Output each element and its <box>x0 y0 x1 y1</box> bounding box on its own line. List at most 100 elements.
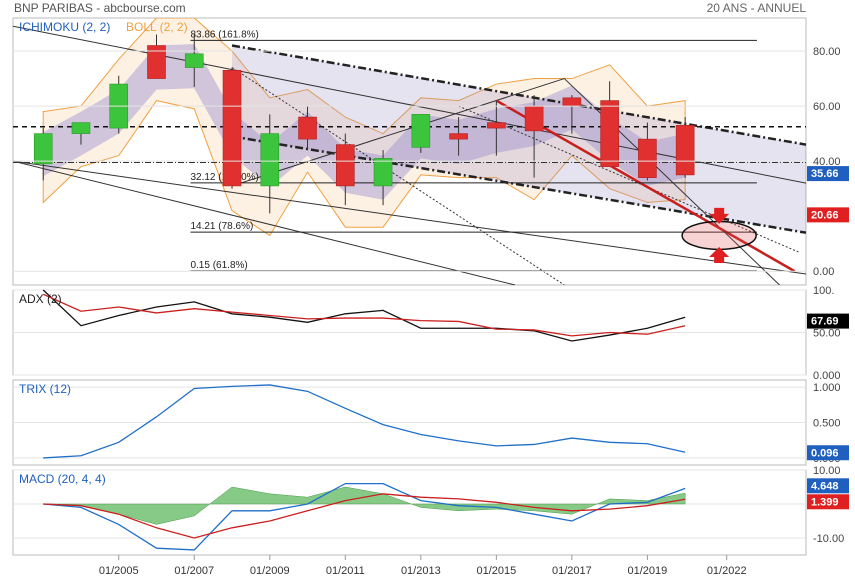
series-line-0 <box>43 482 686 551</box>
up-arrow-icon <box>709 246 730 263</box>
candle <box>184 34 204 87</box>
trend-line <box>13 160 516 285</box>
candle <box>524 95 544 178</box>
x-tick-label: 01/2019 <box>628 565 668 577</box>
candle-body <box>260 133 280 187</box>
x-tick-label: 01/2013 <box>401 565 441 577</box>
candle-body <box>411 114 431 148</box>
price-tag-box <box>807 478 849 494</box>
x-tick-label: 01/2007 <box>174 565 214 577</box>
series-line-0 <box>42 289 686 342</box>
red-trend-line <box>495 99 796 273</box>
channel-top-line <box>231 44 806 146</box>
candle <box>260 114 280 214</box>
panel-title-bollinger: BOLL (2, 2) <box>126 20 188 34</box>
price-tag-box <box>807 313 849 329</box>
candle-body <box>222 69 242 187</box>
candle-body <box>373 158 393 187</box>
price-tag: 67.69 <box>807 313 849 329</box>
candle-body <box>71 122 91 134</box>
x-tick-label: 01/2015 <box>476 565 516 577</box>
candle <box>638 122 657 181</box>
candle-body <box>184 53 204 68</box>
fib-level-label: 0.15 (61.8%) <box>190 260 247 271</box>
candle-body <box>33 133 53 165</box>
fib-level-label: 83.86 (161.8%) <box>190 29 258 40</box>
candle-body <box>147 45 166 79</box>
candle <box>373 150 393 206</box>
trend-line <box>231 78 565 187</box>
y-tick-label: -10.00 <box>813 533 844 545</box>
price-tag-value: 4.648 <box>811 480 839 492</box>
trend-line <box>13 160 806 275</box>
ichimoku-cloud <box>43 44 686 200</box>
candle <box>71 122 91 145</box>
price-tag-box <box>807 445 849 461</box>
candle-body <box>675 125 695 176</box>
price-tag-box <box>807 494 849 510</box>
price-tag-box <box>807 166 849 182</box>
down-arrow-icon <box>709 207 730 224</box>
channel-bottom-line <box>231 135 806 234</box>
candle <box>449 117 468 156</box>
y-tick-label: 0.500 <box>813 418 841 430</box>
trend-line-dotted <box>458 105 799 253</box>
panel-title-ichimoku: ICHIMOKU (2, 2) <box>19 20 110 34</box>
candle <box>109 75 129 134</box>
price-tag-value: 0.096 <box>811 447 839 459</box>
y-tick-label: 10.00 <box>813 465 841 477</box>
candle-body <box>562 97 582 107</box>
price-tag: 4.648 <box>807 478 849 494</box>
price-tag-value: 1.399 <box>811 496 839 508</box>
price-tag: 0.096 <box>807 445 849 461</box>
x-tick-label: 01/2009 <box>250 565 290 577</box>
candle-body <box>524 105 544 132</box>
chart-period: 20 ANS - ANNUEL <box>707 1 807 15</box>
price-tag-value: 20.66 <box>811 209 839 221</box>
x-tick-label: 01/2005 <box>99 565 139 577</box>
price-tag-value: 35.66 <box>811 168 839 180</box>
y-tick-label: 0.000 <box>813 370 841 382</box>
price-tag-value: 67.69 <box>811 316 839 328</box>
trend-channel <box>232 45 806 233</box>
price-tag-box <box>807 207 849 223</box>
candle <box>298 106 317 151</box>
panel-frame-0 <box>12 17 807 286</box>
chart-title: BNP PARIBAS - abcbourse.com <box>14 1 186 15</box>
price-tag: 1.399 <box>807 494 849 510</box>
panel-title-2: TRIX (12) <box>19 382 71 396</box>
candle <box>487 100 506 156</box>
macd-histogram <box>43 486 686 525</box>
candle <box>33 128 53 181</box>
candle <box>600 81 619 167</box>
series-line-1 <box>42 293 686 337</box>
candle <box>675 117 695 178</box>
x-tick-label: 01/2017 <box>552 565 592 577</box>
candle-body <box>336 144 355 187</box>
y-tick-label: 1.000 <box>813 382 841 394</box>
candle-body <box>449 133 468 140</box>
y-tick-label: 40.00 <box>813 156 841 168</box>
candle-body <box>487 122 506 129</box>
y-tick-label: 80.00 <box>813 46 841 58</box>
y-tick-label: 60.00 <box>813 101 841 113</box>
candle <box>336 133 355 206</box>
series-line-0 <box>43 384 686 459</box>
y-tick-label: 0.00 <box>813 266 834 278</box>
panel-title-1: ADX (2) <box>19 292 62 306</box>
candle <box>222 67 242 189</box>
candle-body <box>638 138 657 178</box>
candle-body <box>600 100 619 167</box>
candle <box>411 114 431 153</box>
signal-ellipse <box>681 220 757 251</box>
candle <box>147 34 166 79</box>
trend-line <box>563 78 780 285</box>
x-tick-label: 01/2022 <box>707 565 747 577</box>
trend-line <box>13 25 806 184</box>
y-tick-label: 100. <box>813 285 834 297</box>
candle-body <box>298 116 317 140</box>
fib-level-label: 14.21 (78.6%) <box>190 221 253 232</box>
panel-title-3: MACD (20, 4, 4) <box>19 472 106 486</box>
y-tick-label: 50.00 <box>813 328 841 340</box>
